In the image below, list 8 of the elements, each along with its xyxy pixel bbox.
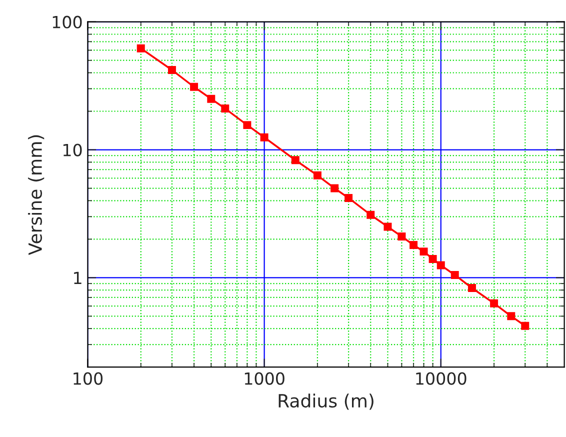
x-tick-label: 10000 <box>416 372 466 385</box>
x-axis-title: Radius (m) <box>278 394 374 410</box>
y-tick-label: 1 <box>74 272 82 284</box>
x-tick-label: 100 <box>74 372 103 385</box>
x-tick-label: 1000 <box>244 372 284 385</box>
y-axis-title: Versine (mm) <box>28 135 44 256</box>
y-tick-label: 100 <box>52 16 82 28</box>
y-tick-label: 10 <box>63 144 82 156</box>
